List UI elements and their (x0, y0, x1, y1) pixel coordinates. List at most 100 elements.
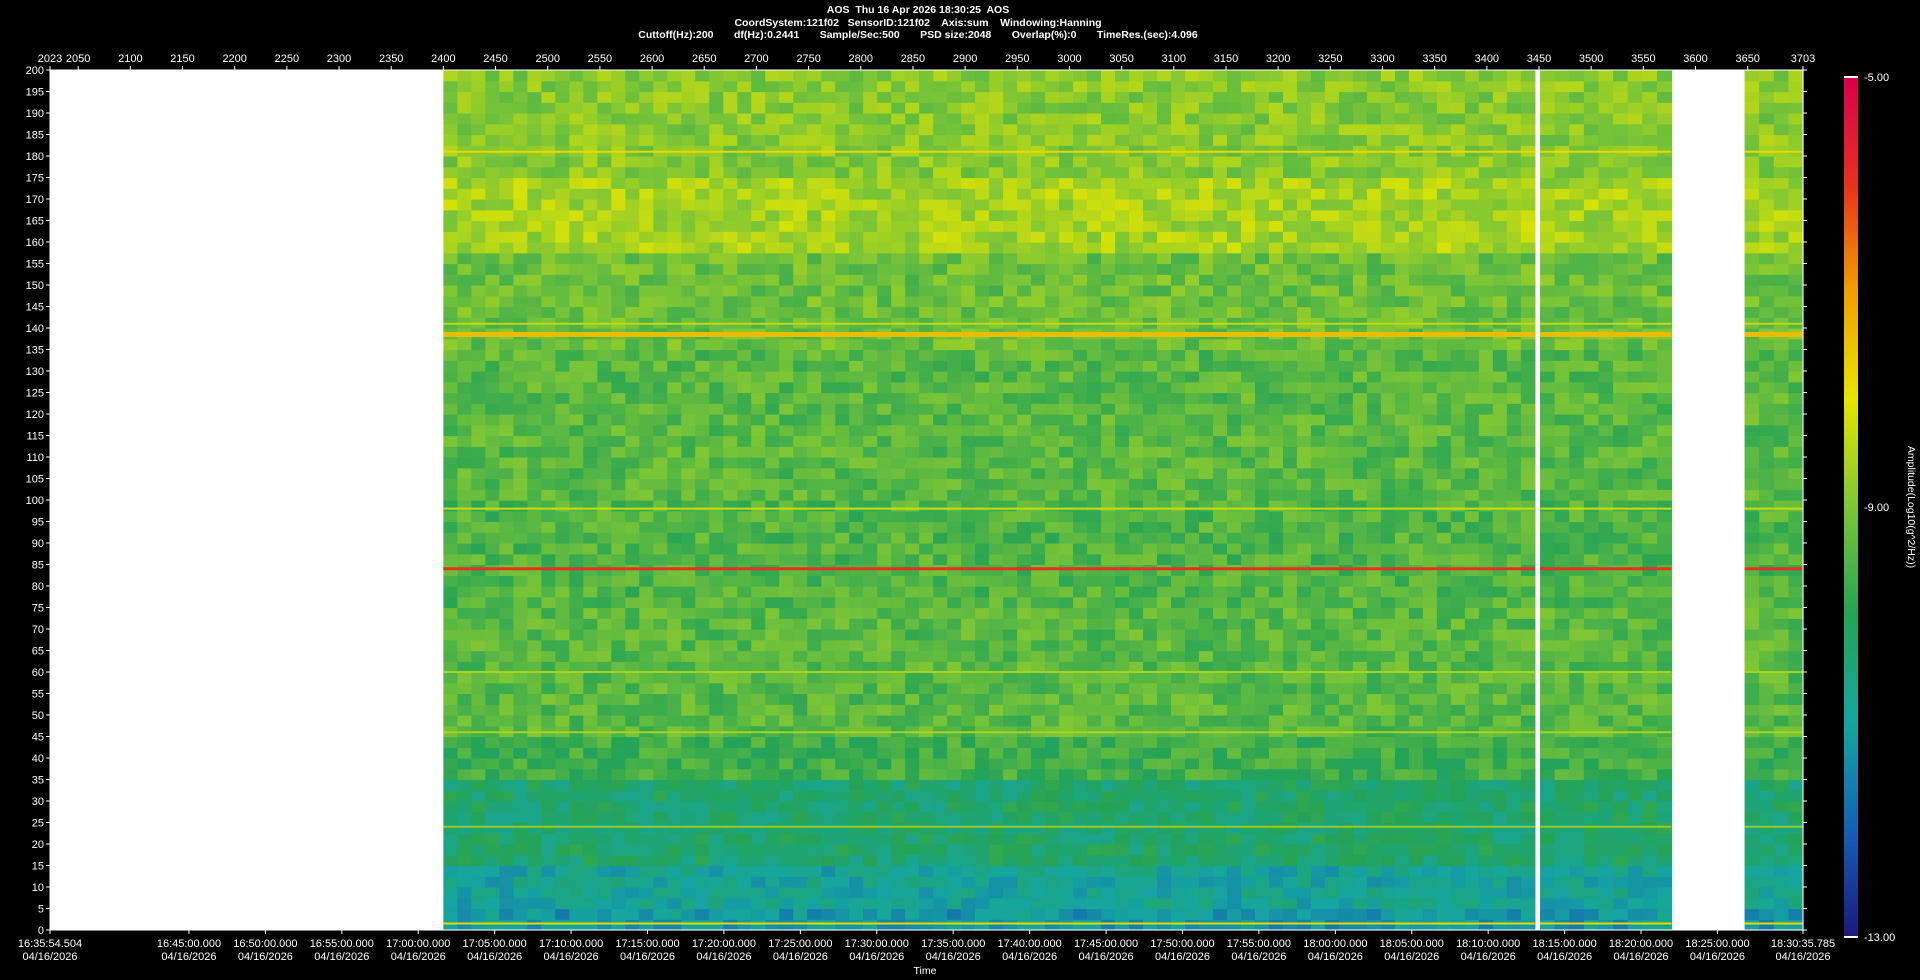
spectrogram-cell (751, 435, 766, 447)
spectrogram-cell (1185, 392, 1200, 404)
spectrogram-cell (1352, 779, 1368, 791)
spectrogram-cell (1212, 457, 1228, 469)
spectrogram-cell (793, 521, 808, 533)
spectrogram-cell (471, 414, 486, 426)
spectrogram-cell (597, 747, 612, 759)
spectrogram-cell (1240, 467, 1256, 480)
spectrogram-cell (667, 586, 682, 598)
spectrogram-cell (961, 779, 976, 791)
spectrogram-cell (1073, 822, 1088, 834)
spectrogram-cell (1240, 908, 1256, 920)
spectrogram-cell (485, 715, 500, 727)
spectrogram-cell (1003, 876, 1018, 888)
spectrogram-cell (1212, 435, 1228, 447)
spectrogram-cell (639, 822, 654, 834)
spectrogram-cell (541, 360, 556, 372)
spectrogram-cell (1282, 489, 1298, 501)
spectrogram-cell (541, 639, 556, 652)
spectrogram-cell (1101, 575, 1116, 587)
spectrogram-cell (1087, 285, 1102, 297)
spectrogram-cell (611, 607, 626, 619)
spectrogram-cell (1478, 596, 1494, 609)
spectrogram-cell (1394, 833, 1410, 845)
spectrogram-cell (639, 543, 654, 555)
spectrogram-cell (1087, 897, 1102, 910)
spectrogram-cell (821, 682, 836, 695)
spectrogram-cell (1492, 779, 1508, 791)
spectrogram-cell (1408, 897, 1424, 910)
spectrogram-cell (723, 865, 738, 877)
spectrogram-cell (989, 510, 1004, 523)
spectrogram-cell (1017, 790, 1032, 802)
spectrogram-cell (695, 478, 710, 490)
spectrogram-cell (779, 672, 794, 684)
spectrogram-cell (1059, 543, 1074, 555)
spectrogram-cell (835, 435, 850, 447)
spectrogram-cell (1115, 811, 1130, 824)
spectrogram-cell (1171, 446, 1186, 458)
spectrogram-cell (1240, 338, 1256, 351)
spectrogram-cell (1059, 435, 1074, 447)
spectrogram-cell (471, 768, 486, 781)
spectrogram-cell (877, 446, 892, 458)
spectrogram-cell (1185, 510, 1200, 523)
spectrogram-cell (863, 543, 878, 555)
spectrogram-cell (499, 811, 514, 824)
spectrogram-cell (1212, 650, 1228, 662)
spectrogram-cell (1115, 639, 1130, 652)
spectrogram-cell (695, 661, 710, 673)
spectrogram-cell (1366, 414, 1382, 426)
spectrogram-cell (569, 790, 584, 802)
spectrogram-cell (499, 650, 514, 662)
spectrogram-cell (597, 586, 612, 598)
spectrogram-cell (639, 446, 654, 458)
spectrogram-cell (751, 478, 766, 490)
spectrogram-cell (961, 682, 976, 695)
spectrogram-cell (1450, 242, 1466, 254)
spectrogram-cell (1450, 661, 1466, 673)
spectrogram-cell (1422, 876, 1438, 888)
spectrogram-cell (499, 510, 514, 523)
spectrogram-cell (1157, 553, 1172, 566)
spectrogram-cell (709, 758, 724, 770)
spectrogram-cell (1282, 371, 1298, 383)
spectrogram-cell (611, 435, 626, 447)
spectrogram-cell (569, 242, 584, 254)
spectrogram-cell (765, 693, 780, 705)
spectrogram-cell (597, 919, 612, 931)
spectrogram-cell (457, 779, 472, 791)
spectrogram-cell (779, 779, 794, 791)
spectrogram-cell (877, 682, 892, 695)
spectrogram-cell (1352, 489, 1368, 501)
spectrogram-cell (1464, 510, 1480, 523)
spectrogram-cell (1157, 790, 1172, 802)
spectrogram-cell (1003, 575, 1018, 587)
spectrogram-cell (1045, 489, 1060, 501)
spectrogram-cell (835, 403, 850, 415)
spectrogram-cell (611, 865, 626, 877)
spectrogram-cell (1394, 446, 1410, 458)
spectrogram-cell (1171, 435, 1186, 447)
spectrogram-cell (583, 736, 598, 748)
spectrogram-cell (961, 876, 976, 888)
spectrogram-cell (849, 521, 864, 533)
spectrogram-cell (765, 844, 780, 856)
spectrogram-cell (1226, 446, 1242, 458)
spectrogram-cell (625, 575, 640, 587)
spectrogram-cell (1492, 736, 1508, 748)
spectrogram-cell (471, 758, 486, 770)
spectrogram-cell (709, 736, 724, 748)
spectrogram-cell (1324, 521, 1340, 533)
spectrogram-cell (1059, 478, 1074, 490)
spectrogram-cell (863, 392, 878, 404)
spectrogram-cell (849, 446, 864, 458)
spectrogram-cell (975, 543, 990, 555)
spectrogram-cell (457, 360, 472, 372)
spectrogram-cell (863, 876, 878, 888)
spectrogram-cell (1506, 919, 1522, 931)
spectrogram-cell (751, 414, 766, 426)
spectrogram-cell (1520, 478, 1536, 490)
spectrogram-cell (1129, 596, 1144, 609)
spectrogram-cell (1520, 844, 1536, 856)
spectrogram-cell (709, 919, 724, 931)
